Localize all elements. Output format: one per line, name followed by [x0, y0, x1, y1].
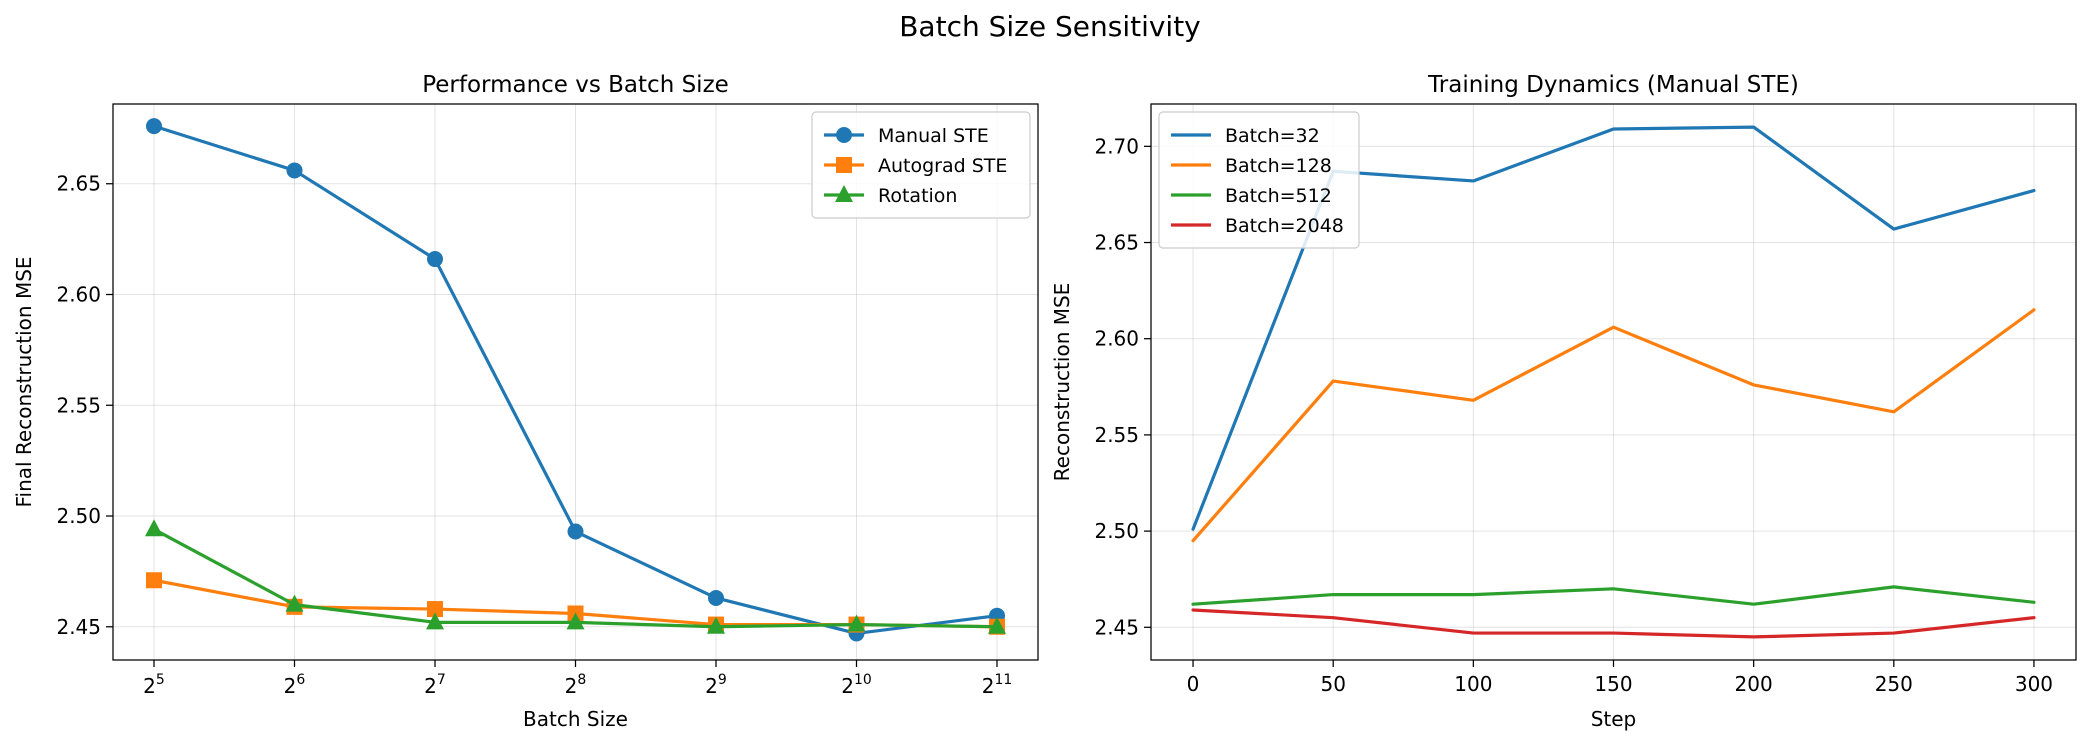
legend-marker	[836, 127, 852, 143]
series-line-batch-512	[1191, 585, 2036, 606]
x-tick-label: 210	[841, 672, 872, 698]
legend-marker	[835, 185, 853, 202]
series-batch-128	[1191, 308, 2036, 543]
legend-label: Batch=512	[1225, 185, 1332, 207]
y-axis-label: Reconstruction MSE	[1050, 283, 1074, 482]
y-tick-label: 2.45	[56, 615, 101, 639]
x-tick-label: 200	[1735, 672, 1773, 696]
grid-lines	[1151, 104, 2076, 660]
data-point-autograd-ste	[427, 601, 443, 618]
legend-label: Rotation	[878, 185, 957, 207]
x-axis-label: Step	[1591, 707, 1637, 731]
x-tick-label: 100	[1454, 672, 1492, 696]
figure-title: Batch Size Sensitivity	[899, 10, 1201, 43]
x-tick-label: 28	[565, 672, 587, 698]
legend: Manual STE Autograd STE Rotation	[811, 111, 1031, 219]
x-tick-label: 150	[1594, 672, 1632, 696]
legend-item-batch-32: Batch=32	[1171, 125, 1320, 147]
y-tick-label: 2.65	[1094, 231, 1139, 255]
x-tick-label: 25	[143, 672, 165, 698]
legend: Batch=32 Batch=128 Batch=512 Batch=2048	[1158, 111, 1360, 249]
series-batch-512	[1191, 585, 2036, 606]
x-axis-label: Batch Size	[523, 707, 628, 731]
legend-marker	[836, 157, 852, 173]
x-tick-label: 50	[1320, 672, 1345, 696]
y-tick-label: 2.50	[1094, 519, 1139, 543]
data-point-rotation	[707, 616, 725, 634]
data-point-manual-ste	[146, 118, 162, 135]
data-point-rotation	[988, 616, 1006, 634]
x-tick-label: 0	[1187, 672, 1200, 696]
x-tick-label: 27	[424, 672, 446, 698]
y-tick-label: 2.55	[1094, 423, 1139, 447]
legend-item-batch-512: Batch=512	[1171, 185, 1332, 207]
x-tick-label: 211	[982, 672, 1013, 698]
legend-label: Autograd STE	[878, 155, 1007, 177]
y-axis-label: Final Reconstruction MSE	[12, 256, 36, 507]
series-batch-2048	[1191, 608, 2036, 639]
panel-title: Training Dynamics (Manual STE)	[1427, 72, 1799, 98]
legend-label: Manual STE	[878, 125, 989, 147]
legend-item-rotation: Rotation	[824, 185, 957, 207]
legend-item-manual-ste: Manual STE	[824, 125, 989, 147]
data-point-manual-ste	[286, 162, 303, 179]
data-point-rotation	[566, 612, 585, 630]
y-tick-label: 2.50	[56, 504, 101, 528]
x-tick-label: 300	[2015, 672, 2053, 696]
legend-item-batch-2048: Batch=2048	[1171, 215, 1344, 237]
legend-label: Batch=32	[1225, 125, 1320, 147]
x-tick-label: 250	[1875, 672, 1913, 696]
data-point-rotation	[145, 519, 163, 537]
data-point-manual-ste	[567, 523, 584, 540]
y-tick-label: 2.55	[56, 393, 101, 417]
y-tick-label: 2.60	[1094, 327, 1139, 351]
legend-item-autograd-ste: Autograd STE	[824, 155, 1007, 177]
legend-box	[811, 111, 1031, 219]
series-rotation	[145, 519, 1006, 634]
y-tick-label: 2.70	[1094, 134, 1139, 158]
x-tick-label: 29	[705, 672, 727, 698]
panel-training-dynamics: 0 50 100 150 200 250 300 2.45 2.50 2.55 2.60 2.65 2.…	[1050, 72, 2077, 731]
y-tick-label: 2.60	[56, 283, 101, 307]
data-point-manual-ste	[708, 589, 724, 606]
data-point-rotation	[847, 614, 866, 632]
series-line-batch-2048	[1191, 608, 2036, 639]
legend-label: Batch=2048	[1225, 215, 1344, 237]
panel-title: Performance vs Batch Size	[422, 72, 729, 98]
data-point-autograd-ste	[146, 572, 162, 589]
legend-item-batch-128: Batch=128	[1171, 155, 1332, 177]
x-tick-label: 26	[284, 672, 306, 698]
y-tick-label: 2.65	[56, 172, 101, 196]
data-point-rotation	[285, 594, 304, 612]
panel-performance-vs-batch-size: 25 26 27 28 29 210 211 2.45 2.50 2.55 2.60 2.65 Perf…	[12, 72, 1039, 731]
legend-box	[1158, 111, 1360, 249]
data-point-manual-ste	[427, 251, 443, 268]
data-point-rotation	[426, 612, 444, 630]
series-line-batch-128	[1191, 308, 2036, 543]
legend-label: Batch=128	[1225, 155, 1332, 177]
y-tick-label: 2.45	[1094, 615, 1139, 639]
